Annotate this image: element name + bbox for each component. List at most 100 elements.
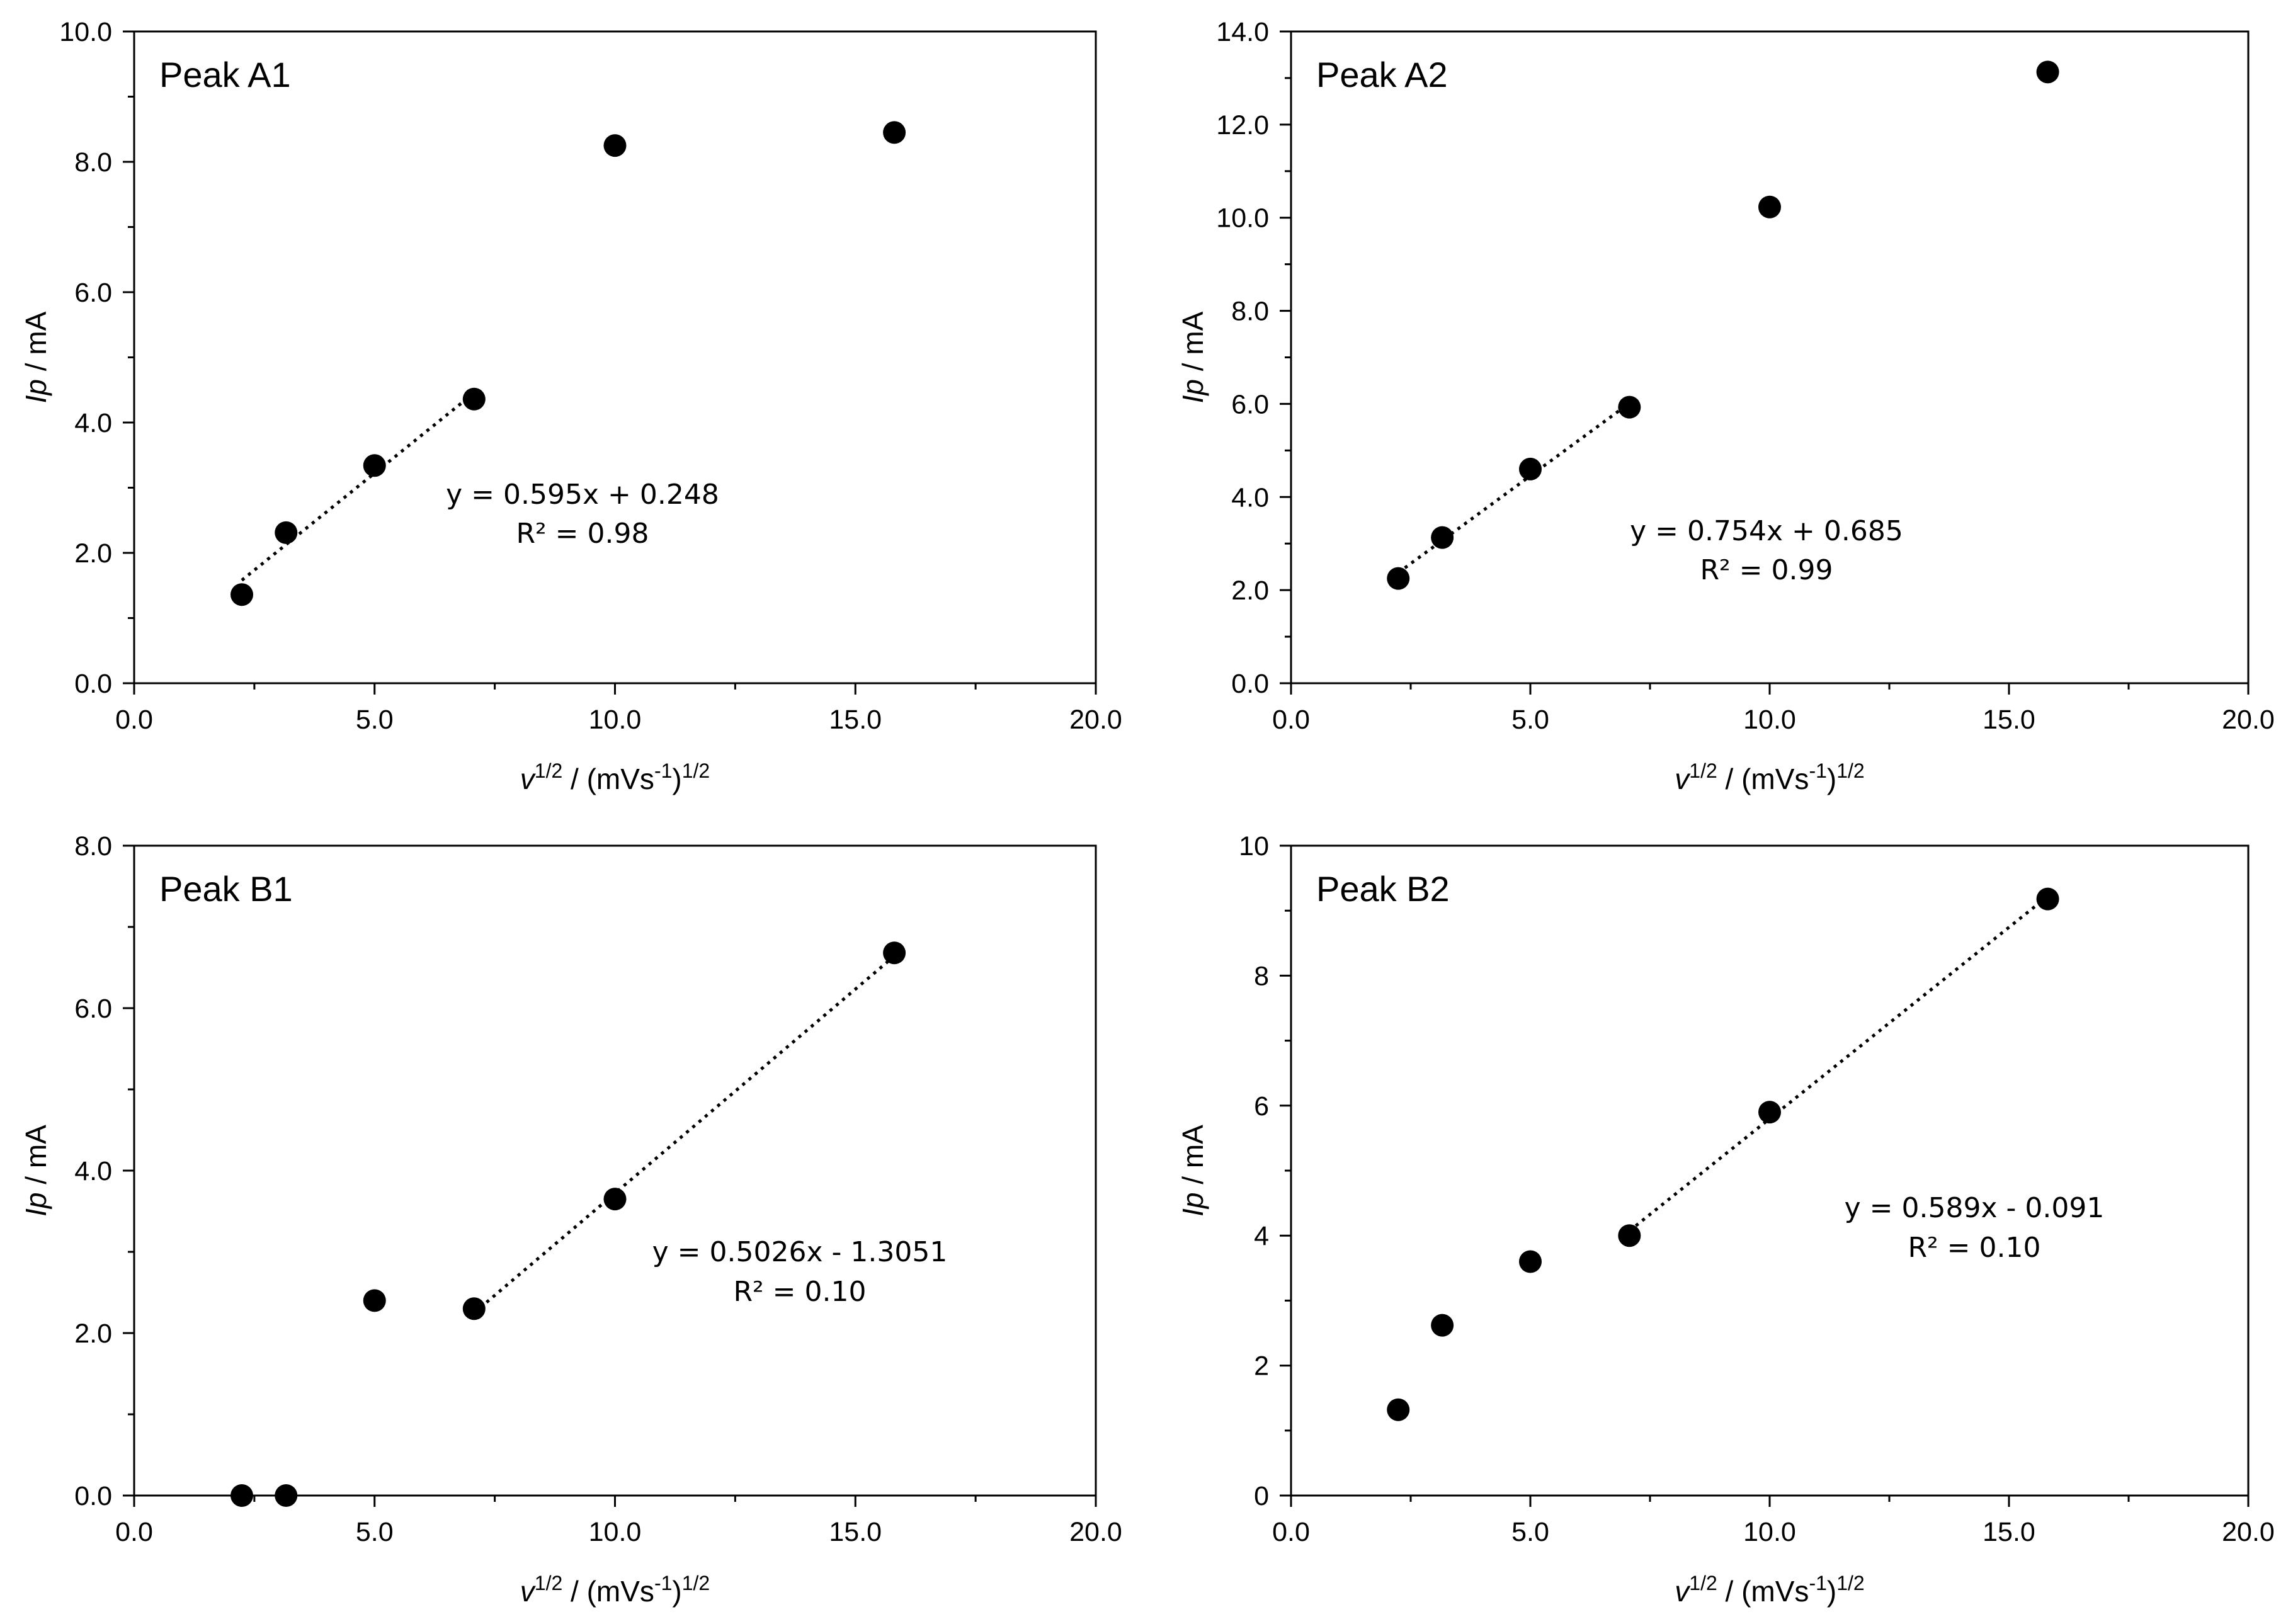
data-point [1618, 1224, 1641, 1247]
y-tick-label: 2.0 [74, 1319, 112, 1349]
data-point [883, 121, 906, 144]
y-tick-label: 10.0 [1216, 203, 1269, 234]
y-tick-label: 0.0 [74, 669, 112, 699]
data-point [1387, 1398, 1410, 1421]
data-point [462, 1297, 486, 1320]
x-axis-label-var: v [1675, 763, 1691, 795]
x-axis-label-sup: -1 [654, 759, 672, 782]
panel-title: Peak A1 [159, 55, 291, 94]
y-tick-label: 4.0 [1231, 482, 1269, 513]
y-tick-label: 2.0 [74, 538, 112, 569]
y-tick-label: 10.0 [59, 17, 112, 47]
x-axis-label-text: / (mVs [562, 1575, 654, 1608]
x-axis-label-var: v [520, 763, 537, 795]
x-tick-label: 20.0 [2222, 705, 2275, 735]
x-axis-label-text: / (mVs [1717, 763, 1809, 795]
plot-frame [133, 844, 1097, 1497]
trendline [1397, 402, 1630, 574]
x-axis-label-sup: 1/2 [1836, 1572, 1864, 1594]
x-axis-label-text: / (mVs [1717, 1575, 1809, 1608]
data-point [1431, 1314, 1454, 1337]
y-axis-label-text: / mA [1176, 311, 1209, 379]
y-tick-label: 4.0 [74, 1156, 112, 1186]
trendline-r-squared: R² = 0.10 [1908, 1232, 2040, 1264]
x-tick-label: 10.0 [589, 705, 642, 735]
x-tick-label: 5.0 [1511, 705, 1549, 735]
x-tick-label: 10.0 [589, 1517, 642, 1547]
y-tick-label: 6 [1254, 1091, 1269, 1121]
x-axis-label-sup: 1/2 [1689, 1572, 1717, 1594]
trendline [1628, 895, 2049, 1232]
x-tick-label: 15.0 [1983, 1517, 2035, 1547]
data-point [883, 941, 906, 965]
x-tick-label: 0.0 [1272, 705, 1310, 735]
x-axis-label-sup: -1 [1809, 759, 1826, 782]
x-axis-label-text: ) [1827, 763, 1836, 795]
x-tick-label: 0.0 [115, 1517, 153, 1547]
trendline-r-squared: R² = 0.10 [733, 1276, 866, 1308]
plot-frame [1290, 844, 2250, 1497]
data-point [1431, 526, 1454, 549]
y-tick-label: 4.0 [74, 408, 112, 438]
x-axis-label-text: ) [672, 763, 681, 795]
data-point [363, 1289, 386, 1312]
y-axis-label-var: Ip [1176, 379, 1209, 403]
y-tick-label: 10 [1239, 831, 1269, 861]
y-tick-label: 6.0 [74, 278, 112, 308]
x-axis-label-sup: 1/2 [682, 1572, 710, 1594]
y-tick-label: 4 [1254, 1221, 1269, 1251]
data-point [603, 1188, 627, 1211]
trendline-r-squared: R² = 0.99 [1700, 554, 1833, 586]
y-axis-label: Ip / mA [1176, 1125, 1209, 1217]
panel-title: Peak B2 [1316, 869, 1450, 909]
x-axis-label: v1/2 / (mVs-1)1/2 [1675, 759, 1864, 795]
data-point [462, 387, 486, 411]
data-point [1618, 395, 1641, 419]
data-point [603, 134, 627, 157]
y-tick-label: 0 [1254, 1481, 1269, 1511]
y-tick-label: 8.0 [1231, 297, 1269, 327]
data-point [230, 1484, 254, 1507]
y-axis-label-text: / mA [20, 311, 52, 379]
chart-panel-2: 0.0 2.0 4.0 6.0 8.0 10.0 12.0 14.0 0.0 5.0 10.0 15.… [1176, 17, 2275, 795]
data-point [1758, 195, 1781, 219]
x-tick-label: 20.0 [1069, 705, 1122, 735]
y-axis-label-text: / mA [1176, 1125, 1209, 1193]
data-point [230, 583, 254, 606]
data-point [2036, 60, 2059, 84]
trendline [473, 955, 896, 1314]
data-point [2036, 887, 2059, 911]
data-point [363, 454, 386, 477]
x-tick-label: 15.0 [829, 705, 882, 735]
y-tick-label: 0.0 [74, 1481, 112, 1511]
chart-panel-3: 0.0 2.0 4.0 6.0 8.0 0.0 5.0 10.0 15.0 20.0 Peak B1… [20, 831, 1122, 1608]
trendline-equation: y = 0.5026x - 1.3051 [652, 1236, 948, 1268]
y-axis-label-text: / mA [20, 1125, 52, 1193]
x-tick-label: 5.0 [1511, 1517, 1549, 1547]
y-axis-label: Ip / mA [20, 311, 52, 403]
y-tick-label: 12.0 [1216, 110, 1269, 140]
x-tick-label: 5.0 [356, 1517, 394, 1547]
y-tick-label: 14.0 [1216, 17, 1269, 47]
x-tick-label: 20.0 [1069, 1517, 1122, 1547]
x-axis-label-sup: 1/2 [535, 1572, 562, 1594]
x-axis-label-sup: 1/2 [1836, 759, 1864, 782]
y-axis-label: Ip / mA [1176, 311, 1209, 403]
x-tick-label: 10.0 [1743, 1517, 1796, 1547]
y-tick-label: 8.0 [74, 147, 112, 178]
chart-panel-1: 0.0 2.0 4.0 6.0 8.0 10.0 0.0 5.0 10.0 15.0 20.0 Pea… [20, 17, 1122, 795]
x-tick-label: 5.0 [356, 705, 394, 735]
y-axis-label: Ip / mA [20, 1125, 52, 1217]
trendline-equation: y = 0.589x - 0.091 [1845, 1192, 2105, 1224]
y-tick-label: 2.0 [1231, 576, 1269, 606]
x-tick-label: 15.0 [1983, 705, 2035, 735]
trendline-equation: y = 0.595x + 0.248 [446, 479, 719, 511]
trendline-r-squared: R² = 0.98 [516, 518, 649, 550]
x-axis-label-sup: 1/2 [535, 759, 562, 782]
y-axis-label-var: Ip [20, 1192, 52, 1216]
x-tick-label: 15.0 [829, 1517, 882, 1547]
trendline [241, 391, 475, 582]
data-point [1758, 1101, 1781, 1124]
